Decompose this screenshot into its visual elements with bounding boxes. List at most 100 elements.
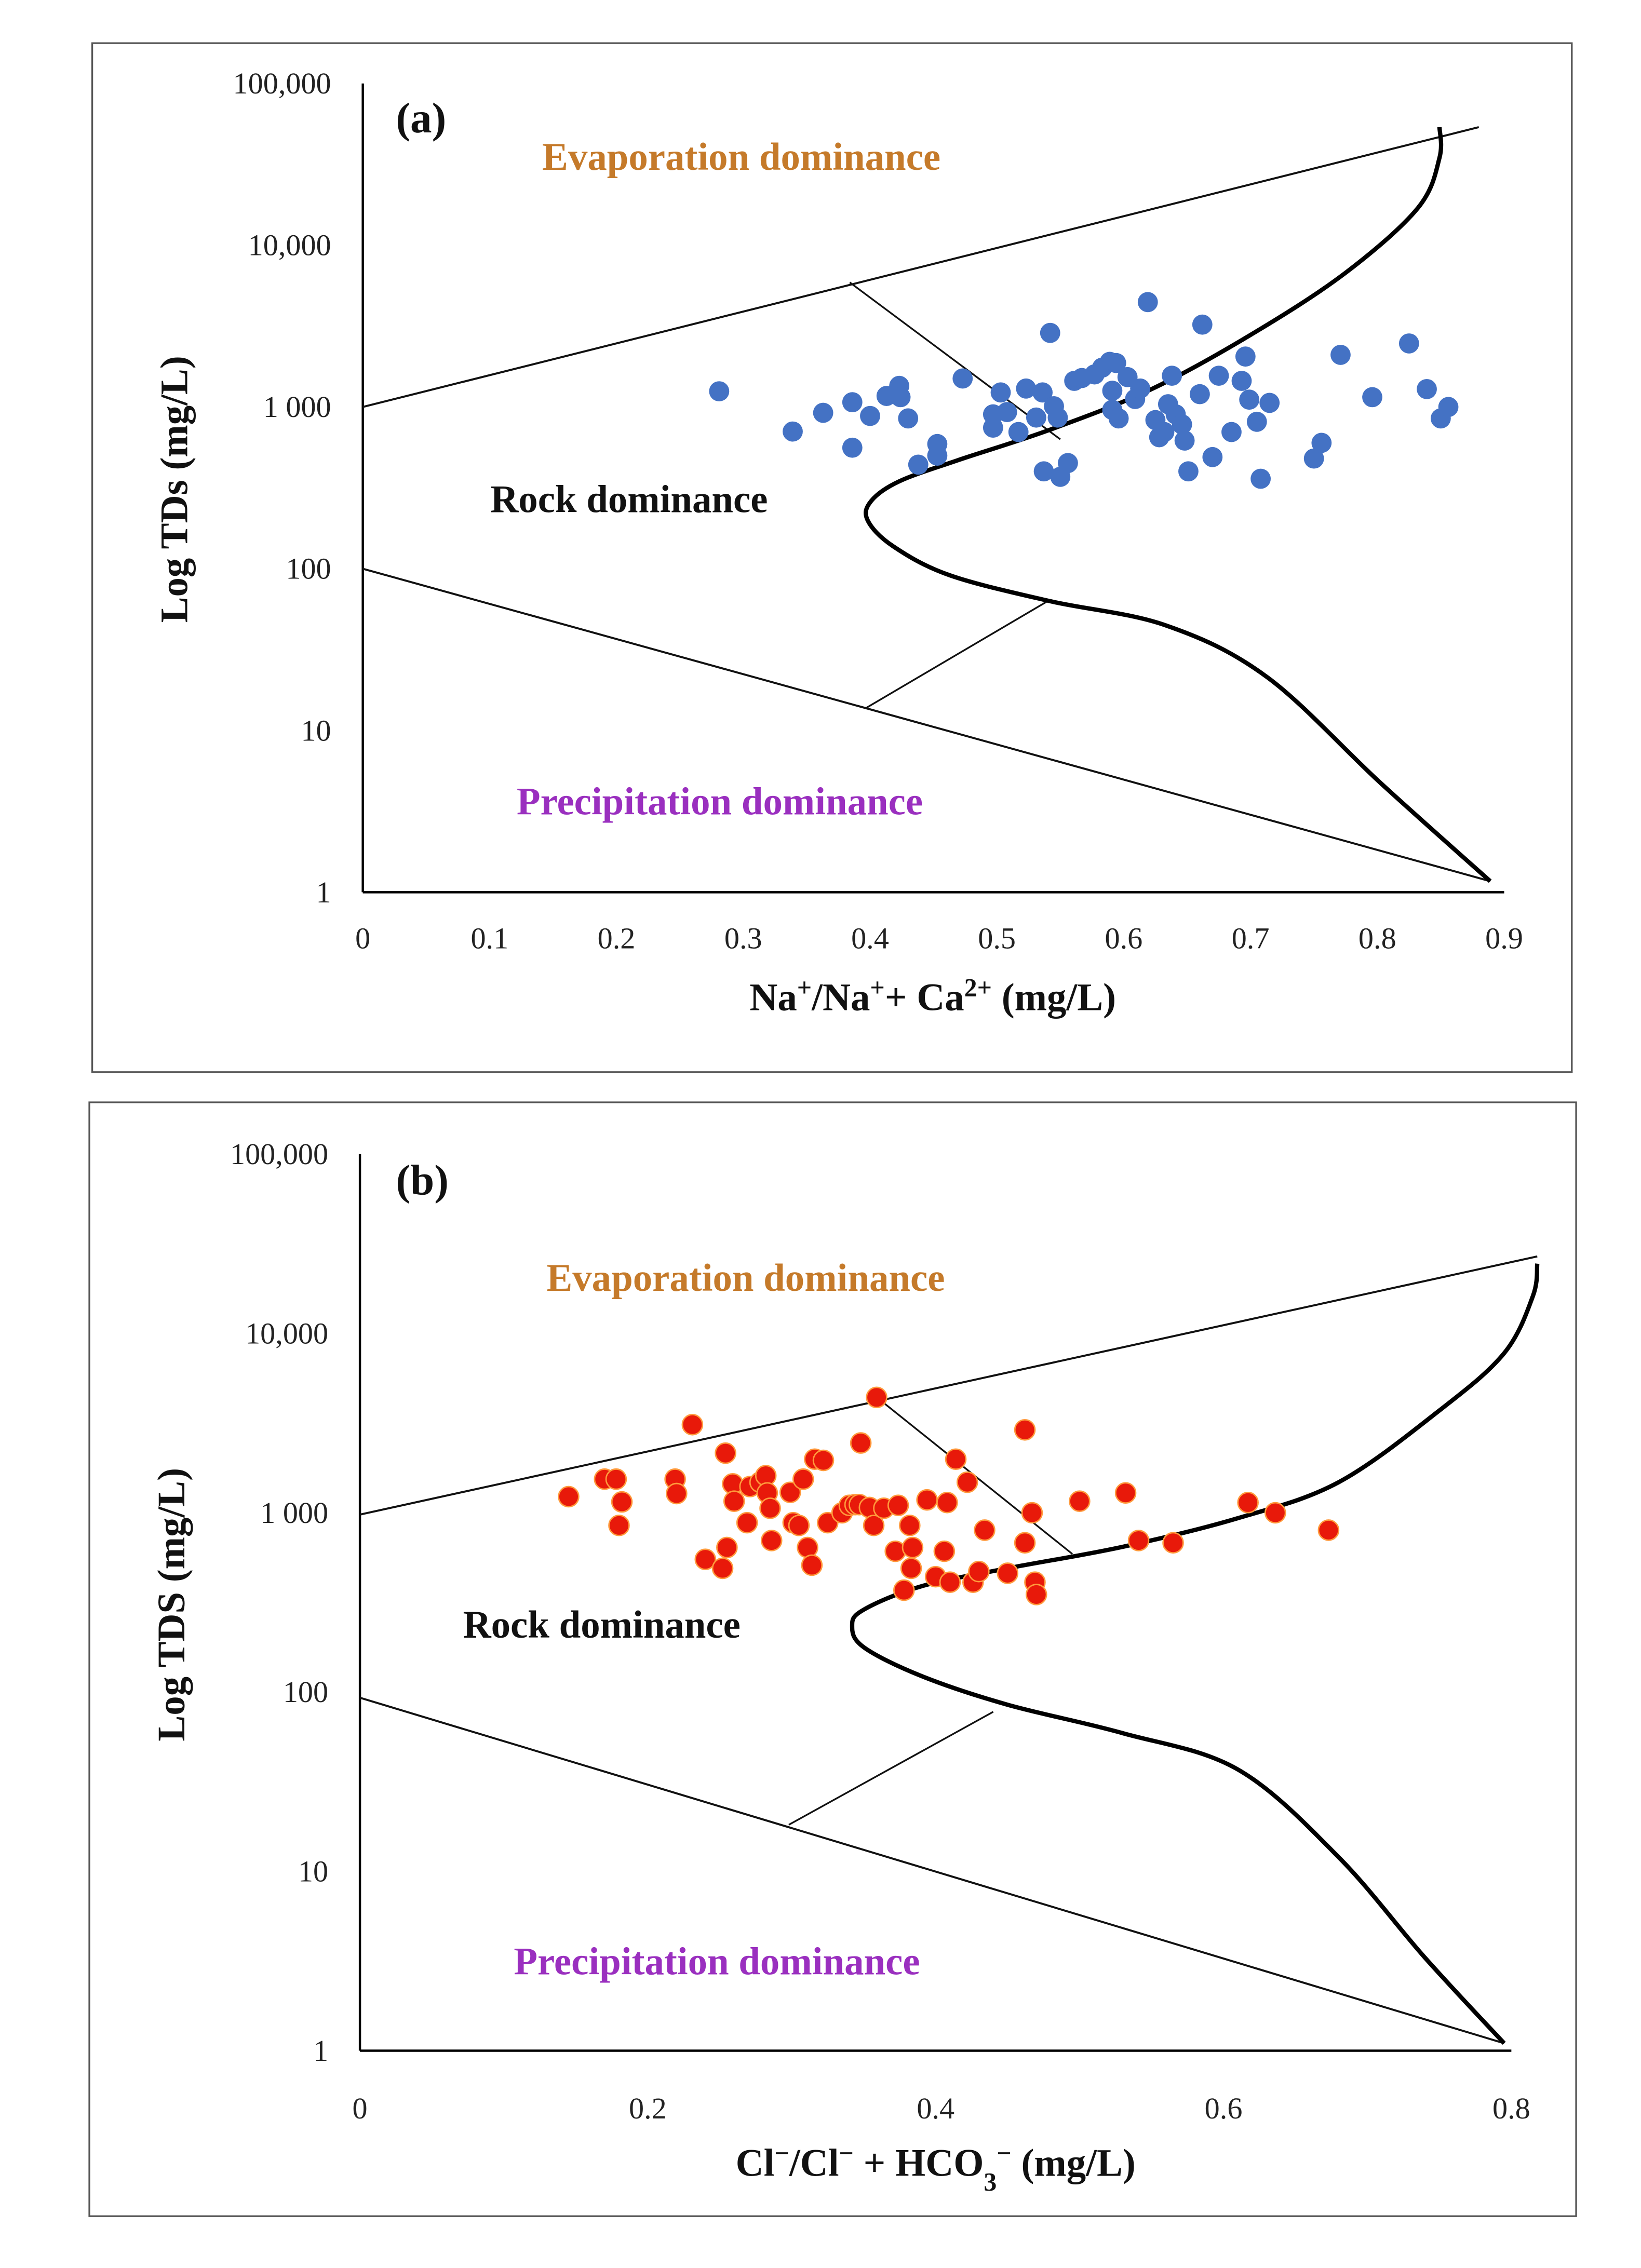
data-point — [1014, 1419, 1036, 1441]
data-point — [1362, 387, 1382, 408]
data-point — [1154, 422, 1175, 442]
data-point — [990, 382, 1011, 403]
data-point — [694, 1548, 717, 1570]
data-point — [1330, 345, 1351, 365]
y-axis-title: Log TDs (mg/L) — [153, 356, 196, 623]
data-point — [1102, 381, 1123, 401]
rock-dominance-label: Rock dominance — [490, 478, 768, 521]
upper-tie-line — [849, 281, 1061, 440]
x-axis-title-part: + Ca — [885, 976, 964, 1019]
y-tick-label: 1 — [316, 875, 331, 909]
x-axis-title-part: + — [797, 973, 812, 1002]
x-axis-title-part: Cl — [736, 2142, 775, 2185]
data-point — [1417, 379, 1437, 399]
x-axis-title-part: (mg/L) — [992, 976, 1116, 1019]
data-point — [1192, 314, 1213, 335]
x-tick-label: 0.4 — [917, 2091, 954, 2125]
x-axis-title-part: 3 — [984, 2167, 997, 2196]
data-point — [1178, 461, 1199, 482]
x-tick-label: 0.5 — [978, 921, 1016, 955]
upper-boundary-line — [359, 1255, 1538, 1516]
x-tick-label: 0.8 — [1358, 921, 1396, 955]
data-point — [887, 1494, 909, 1516]
data-point — [1303, 448, 1324, 469]
data-point — [709, 381, 730, 402]
data-point — [1026, 407, 1046, 428]
data-point — [974, 1519, 996, 1541]
data-point — [1208, 366, 1229, 386]
data-point — [939, 1571, 961, 1593]
x-axis-title-part: + HCO — [854, 2142, 984, 2185]
data-point — [860, 406, 880, 426]
x-axis-title-part: − — [839, 2139, 854, 2167]
data-point — [898, 408, 919, 429]
data-point — [1259, 393, 1280, 413]
data-point — [933, 1540, 956, 1562]
data-point — [1127, 1530, 1150, 1551]
y-tick-label: 100,000 — [233, 66, 331, 100]
data-point — [1106, 353, 1126, 373]
x-axis-title-part: /Na — [811, 976, 870, 1019]
data-point — [1231, 371, 1252, 391]
data-point — [1130, 378, 1151, 399]
data-point — [812, 1449, 835, 1472]
data-point — [605, 1468, 627, 1490]
data-point — [842, 392, 863, 413]
y-tick-label: 10 — [301, 713, 331, 747]
x-tick-label: 0.2 — [629, 2091, 667, 2125]
x-tick-label: 0.4 — [851, 921, 889, 955]
lower-boundary-line — [362, 568, 1491, 883]
data-point — [1250, 468, 1271, 489]
data-point — [916, 1489, 938, 1511]
x-axis-title-part: 2+ — [964, 973, 992, 1002]
x-axis-title-part: − — [774, 2139, 789, 2167]
data-point — [666, 1482, 688, 1505]
data-point — [1174, 430, 1195, 451]
x-axis-title: Cl−/Cl− + HCO3− (mg/L) — [736, 2139, 1136, 2196]
data-point — [997, 1562, 1019, 1584]
data-point — [1172, 414, 1192, 435]
y-tick-label: 100 — [286, 552, 331, 586]
data-point — [608, 1515, 630, 1536]
data-point — [1202, 447, 1223, 467]
data-point — [1016, 378, 1037, 399]
lower-tie-line — [866, 600, 1048, 709]
data-point — [850, 1432, 872, 1454]
panel-label: (a) — [396, 94, 446, 142]
data-point — [1237, 1492, 1259, 1514]
evaporation-dominance-label: Evaporation dominance — [542, 136, 940, 179]
data-point — [1235, 346, 1256, 367]
panel-frame — [88, 1101, 1577, 2217]
data-point — [902, 1536, 924, 1559]
x-tick-label: 0.6 — [1105, 921, 1143, 955]
x-axis-title: Na+/Na++ Ca2+ (mg/L) — [749, 973, 1116, 1019]
y-tick-label: 1 000 — [263, 390, 331, 424]
data-point — [760, 1530, 783, 1551]
y-tick-label: 100,000 — [230, 1137, 328, 1171]
data-point — [936, 1492, 958, 1514]
x-tick-label: 0.1 — [470, 921, 508, 955]
x-axis-title-part: /Cl — [789, 2142, 839, 2185]
data-point — [1311, 433, 1332, 453]
gibbs-boundary-curve — [864, 127, 1492, 883]
data-point — [611, 1491, 633, 1513]
data-point — [1114, 1482, 1137, 1504]
data-point — [736, 1511, 758, 1534]
y-tick-label: 100 — [283, 1675, 328, 1709]
data-point — [1021, 1502, 1043, 1524]
data-point — [1008, 422, 1029, 442]
data-point — [945, 1448, 967, 1470]
x-axis-title-part: + — [870, 973, 884, 1002]
x-tick-label: 0.6 — [1205, 2091, 1243, 2125]
data-point — [558, 1486, 580, 1508]
lower-boundary-line — [359, 1696, 1505, 2045]
upper-boundary-line — [362, 126, 1479, 408]
panel-label: (b) — [396, 1156, 449, 1204]
data-point — [1190, 384, 1210, 404]
data-point — [908, 454, 929, 475]
x-axis-title-part: (mg/L) — [1012, 2142, 1136, 2185]
y-axis-title: Log TDS (mg/L) — [150, 1468, 193, 1742]
chart-panel-a: 1 10 100 1 000 10,000 100,000 0 0.1 0.2 0.3 0.4 0.5… — [91, 42, 1573, 1073]
data-point — [997, 402, 1017, 423]
y-tick-label: 10 — [298, 1855, 328, 1888]
